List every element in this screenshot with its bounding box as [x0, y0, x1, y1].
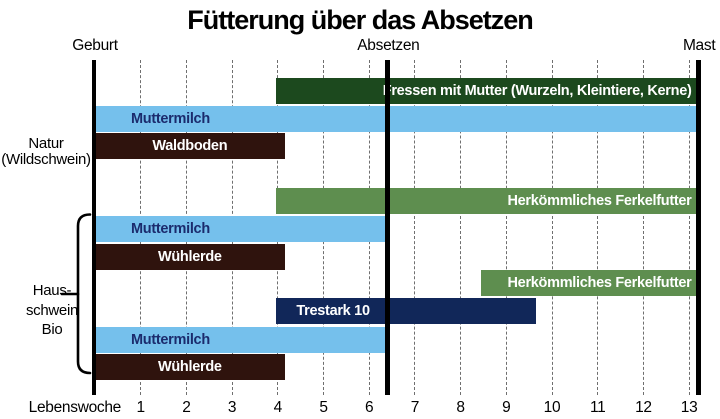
week-tick-4: 4: [273, 399, 283, 416]
bar-muttermilch: Muttermilch: [95, 327, 390, 353]
milestone-label-geburt: Geburt: [72, 37, 118, 54]
week-tick-2: 2: [182, 399, 191, 416]
group-label-line: schwein: [25, 301, 79, 319]
bar-wühlerde: Wühlerde: [95, 244, 285, 270]
bar-fressen-mit-mutter-wurzeln-kleintiere-kerne: Fressen mit Mutter (Wurzeln, Kleintiere,…: [275, 78, 701, 104]
group-label-hausschwein-bio: Haus-schwein Bio: [26, 281, 78, 340]
milestone-label-mast: Mast: [682, 37, 716, 54]
week-tick-6: 6: [365, 399, 374, 416]
bar-label: Muttermilch: [131, 221, 210, 237]
week-tick-5: 5: [319, 399, 328, 416]
bar-wühlerde: Wühlerde: [95, 354, 285, 380]
week-gridline-8: [460, 60, 462, 395]
bar-label: Herkömmliches Ferkelfutter: [507, 275, 692, 291]
bar-herkömmliches-ferkelfutter: Herkömmliches Ferkelfutter: [481, 270, 701, 296]
week-tick-1: 1: [136, 399, 146, 416]
week-gridline-7: [414, 60, 416, 395]
bar-waldboden: Waldboden: [95, 133, 285, 159]
bar-trestark-10: Trestark 10: [276, 298, 536, 324]
milestone-line-mast: [696, 60, 701, 395]
week-tick-10: 10: [543, 399, 561, 416]
bar-label: Wühlerde: [157, 359, 222, 375]
week-tick-3: 3: [227, 399, 237, 416]
week-gridline-13: [688, 60, 690, 395]
milestone-line-geburt: [92, 60, 97, 395]
week-gridline-10: [551, 60, 553, 395]
milestone-line-absetzen: [385, 60, 390, 395]
week-gridline-11: [597, 60, 599, 395]
week-gridline-9: [505, 60, 507, 395]
x-axis-label: Lebenswoche: [28, 399, 122, 416]
week-tick-12: 12: [635, 399, 652, 416]
bracket-curve: [76, 213, 92, 375]
bar-label: Herkömmliches Ferkelfutter: [507, 193, 692, 209]
bar-muttermilch: Muttermilch: [95, 216, 390, 242]
group-label-natur-wildschwein: Natur (Wildschwein): [1, 135, 91, 168]
week-tick-13: 13: [680, 399, 698, 416]
group-label-line: Bio: [41, 321, 63, 338]
bar-label: Waldboden: [152, 138, 228, 154]
week-tick-11: 11: [589, 399, 606, 416]
milestone-label-absetzen: Absetzen: [357, 37, 420, 54]
bar-label: Trestark 10: [296, 303, 370, 319]
bar-label: Muttermilch: [131, 111, 210, 127]
group-label-line: Natur: [28, 135, 64, 152]
bar-label: Fressen mit Mutter (Wurzeln, Kleintiere,…: [382, 83, 692, 99]
group-label-line: (Wildschwein): [1, 151, 91, 168]
week-gridline-12: [642, 60, 644, 395]
bar-label: Wühlerde: [157, 249, 222, 265]
week-tick-8: 8: [456, 399, 465, 416]
chart-title: Fütterung über das Absetzen: [187, 5, 534, 35]
week-tick-7: 7: [410, 399, 420, 416]
bar-label: Muttermilch: [131, 332, 210, 348]
bar-muttermilch: Muttermilch: [95, 106, 701, 132]
bar-herkömmliches-ferkelfutter: Herkömmliches Ferkelfutter: [275, 188, 701, 214]
week-tick-9: 9: [502, 399, 511, 416]
group-label-line: Haus-: [32, 282, 72, 299]
